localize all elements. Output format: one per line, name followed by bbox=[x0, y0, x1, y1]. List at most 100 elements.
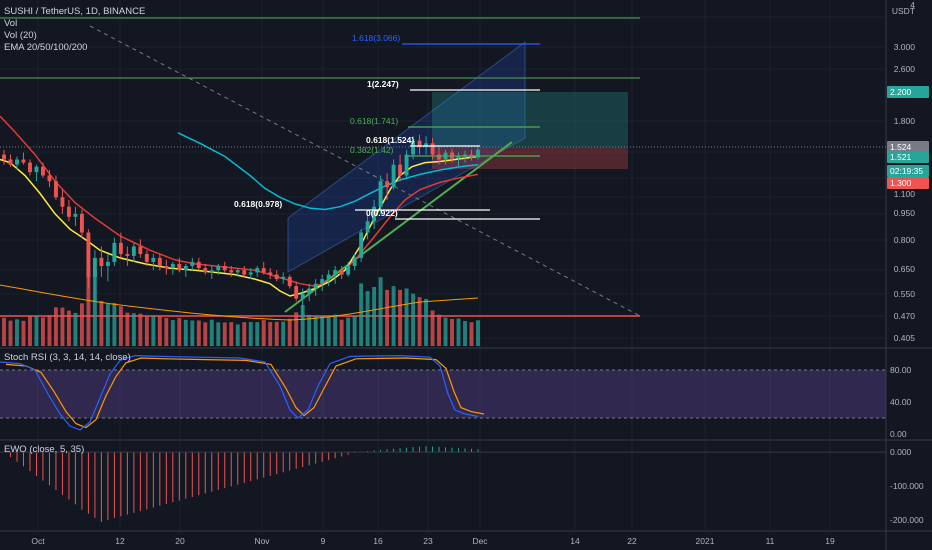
volume-bar bbox=[2, 317, 6, 346]
volume-bar bbox=[138, 313, 143, 346]
volume-bar bbox=[281, 321, 286, 346]
candle-body bbox=[287, 276, 292, 287]
volume-bar bbox=[99, 300, 104, 346]
candle-body bbox=[86, 232, 91, 277]
volume-bar bbox=[391, 286, 396, 346]
candle-body bbox=[235, 270, 240, 273]
price-badge bbox=[887, 151, 929, 163]
candle-body bbox=[307, 288, 312, 294]
candle-body bbox=[430, 143, 435, 155]
candle-body bbox=[151, 257, 156, 262]
candle-body bbox=[28, 162, 32, 173]
price-badge-label: 2.200 bbox=[890, 87, 912, 97]
time-axis[interactable]: Oct 12 20 Nov 9 16 23 Dec 14 22 2021 11 19 bbox=[31, 536, 835, 546]
stoch-rsi-panel bbox=[0, 354, 886, 431]
fib-levels: 1.618(3.066) 1(2.247) 0.618(1.741) 0.618(1.… bbox=[234, 33, 540, 220]
candle-body bbox=[41, 166, 45, 176]
candle-body bbox=[313, 283, 318, 289]
legend-vol20[interactable]: Vol (20) bbox=[4, 30, 37, 41]
legend-vol[interactable]: Vol bbox=[4, 18, 18, 29]
price-badge-label: 1.524 bbox=[890, 142, 912, 152]
price-tick-label: 0.650 bbox=[894, 264, 916, 274]
volume-bar bbox=[443, 317, 448, 346]
volume-bar bbox=[34, 315, 39, 346]
candle-body bbox=[79, 213, 84, 233]
fib-label: 0.618(1.524) bbox=[366, 135, 414, 145]
volume-bar bbox=[8, 320, 13, 346]
ewo-tick-label: -100.000 bbox=[890, 481, 924, 491]
volume-bar bbox=[144, 316, 149, 346]
candle-body bbox=[164, 265, 169, 269]
volume-bar bbox=[294, 312, 299, 346]
candle-body bbox=[2, 154, 6, 160]
volume-bar bbox=[385, 289, 390, 346]
price-badge bbox=[887, 165, 929, 177]
candle-body bbox=[372, 206, 377, 222]
candle-body bbox=[424, 143, 429, 147]
candle-body bbox=[157, 257, 162, 266]
candle-body bbox=[73, 213, 78, 217]
volume-bar bbox=[112, 303, 117, 346]
price-tick-label: 2.600 bbox=[894, 64, 916, 74]
legend-symbol[interactable]: SUSHI / TetherUS, 1D, BINANCE bbox=[4, 6, 146, 17]
ewo-tick-label: -200.000 bbox=[890, 515, 924, 525]
time-tick-label: 12 bbox=[115, 536, 125, 546]
stoch-legend: Stoch RSI (3, 3, 14, 14, close) bbox=[4, 352, 131, 364]
time-tick-label: 11 bbox=[766, 536, 775, 546]
price-badge bbox=[887, 141, 929, 153]
candle-body bbox=[411, 140, 416, 155]
volume-bar bbox=[456, 318, 461, 346]
candle-body bbox=[118, 242, 123, 254]
volume-bar bbox=[430, 310, 435, 346]
ewo-legend: EWO (close, 5, 35) bbox=[4, 444, 84, 456]
candle-body bbox=[203, 268, 208, 273]
price-badge bbox=[887, 86, 929, 98]
candle-body bbox=[34, 166, 39, 173]
candlesticks bbox=[2, 134, 480, 316]
volume-bar bbox=[216, 322, 221, 346]
price-legend: SUSHI / TetherUS, 1D, BINANCE Vol Vol (2… bbox=[4, 6, 145, 54]
time-tick-label: 22 bbox=[627, 536, 637, 546]
volume-bar bbox=[424, 299, 429, 346]
legend-ewo[interactable]: EWO (close, 5, 35) bbox=[4, 444, 85, 455]
candle-body bbox=[144, 253, 149, 262]
candle-body bbox=[216, 265, 221, 271]
stoch-tick-label: 0.00 bbox=[890, 429, 907, 439]
candle-body bbox=[131, 246, 136, 256]
legend-ema[interactable]: EMA 20/50/100/200 bbox=[4, 42, 88, 53]
time-tick-label: 2021 bbox=[696, 536, 715, 546]
legend-stoch-rsi[interactable]: Stoch RSI (3, 3, 14, 14, close) bbox=[4, 352, 131, 363]
price-tick-label: 1.800 bbox=[894, 116, 916, 126]
candle-body bbox=[476, 149, 480, 158]
time-tick-label: 9 bbox=[321, 536, 326, 546]
volume-bar bbox=[437, 314, 441, 346]
volume-bar bbox=[183, 319, 188, 346]
candle-body bbox=[359, 232, 364, 258]
volume-bar bbox=[261, 320, 266, 346]
time-tick-label: 23 bbox=[423, 536, 433, 546]
volume-bar bbox=[359, 283, 364, 346]
fib-label: 1.618(3.066) bbox=[352, 33, 400, 43]
candle-body bbox=[300, 293, 305, 299]
volume-bar bbox=[404, 288, 409, 346]
ema-line bbox=[177, 132, 479, 211]
candle-body bbox=[66, 206, 71, 217]
candle-body bbox=[60, 197, 65, 207]
volume-bar bbox=[333, 314, 338, 346]
candle-body bbox=[339, 270, 344, 275]
volume-bar bbox=[157, 316, 162, 346]
candle-body bbox=[333, 270, 338, 275]
volume-bar bbox=[463, 321, 467, 346]
price-tick-label: 0.470 bbox=[894, 311, 916, 321]
time-tick-label: 16 bbox=[373, 536, 383, 546]
ema-line bbox=[0, 155, 479, 297]
volume-bar bbox=[209, 319, 214, 346]
stoch-d-line bbox=[5, 357, 485, 429]
time-tick-label: Dec bbox=[472, 536, 488, 546]
volume-bar bbox=[15, 319, 19, 346]
time-tick-label: Oct bbox=[31, 536, 45, 546]
price-axis[interactable]: 4 3.000 2.600 1.800 1.100 0.950 0.800 0.650 0.55… bbox=[887, 0, 929, 525]
price-tick-label: 3.000 bbox=[894, 42, 916, 52]
volume-bar bbox=[255, 322, 260, 346]
price-tick-label: 1.100 bbox=[894, 189, 916, 199]
